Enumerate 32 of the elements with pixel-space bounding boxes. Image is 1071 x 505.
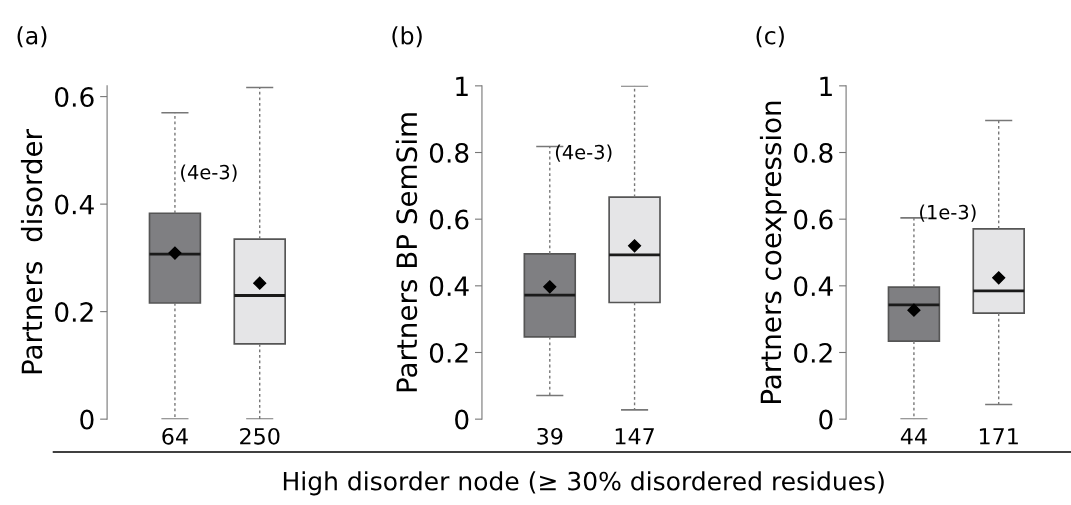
x-tick-label: 171 — [979, 428, 1018, 445]
y-tick-label: 0.2 — [55, 302, 93, 323]
y-tick-label: 0.4 — [429, 276, 469, 297]
y-tick-label: 0 — [80, 409, 94, 430]
y-tick-label: 1 — [820, 76, 832, 96]
y-tick-label: 0.4 — [55, 194, 94, 215]
x-tick-label: 39 — [537, 427, 563, 445]
y-tick-label: 0.6 — [55, 87, 94, 107]
x-tick-label: 147 — [615, 428, 654, 445]
y-tick-label: 0 — [455, 409, 469, 430]
y-axis-title: Partners BP SemSim — [395, 113, 418, 392]
y-tick-label: 0.6 — [429, 209, 469, 230]
annotation: (4e-3) — [181, 164, 237, 182]
chart-title: (c) — [756, 26, 784, 48]
annotation: (1e-3) — [920, 204, 976, 222]
y-tick-label: 0.2 — [429, 342, 468, 363]
y-tick-label: 0.8 — [429, 142, 469, 163]
y-axis-title: Partners coexpression — [759, 101, 787, 403]
chart-title: (a) — [17, 26, 47, 48]
x-tick-label: 44 — [900, 428, 927, 445]
x-tick-label: 64 — [162, 427, 188, 445]
chart-title: (b) — [392, 26, 422, 48]
x-axis-title: High disorder node (≥ 30% disordered residues) — [283, 471, 884, 496]
y-tick-label: 1 — [456, 76, 468, 96]
annotation: (4e-3) — [555, 144, 612, 162]
y-tick-label: 0 — [819, 409, 833, 430]
y-axis-title: Partners disorder — [20, 129, 43, 374]
y-tick-label: 0.8 — [794, 142, 833, 163]
y-tick-label: 0.4 — [794, 276, 833, 297]
y-tick-label: 0.2 — [794, 342, 832, 363]
x-tick-label: 250 — [240, 427, 280, 445]
y-tick-label: 0.6 — [794, 209, 833, 230]
